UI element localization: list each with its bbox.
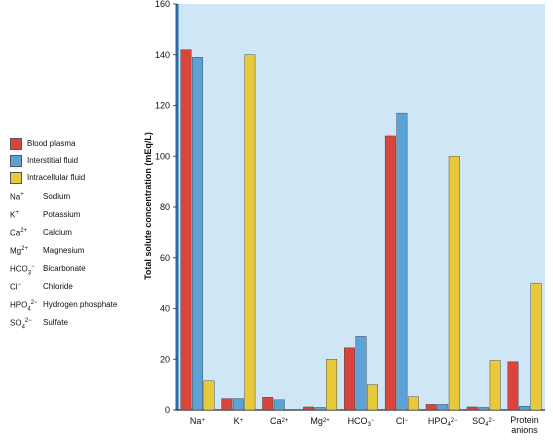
key-name: Bicarbonate [43, 264, 86, 273]
legend-item-intracellular-fluid: Intracellular fluid [10, 169, 135, 186]
key-row: Mg2+ Magnesium [10, 246, 128, 264]
bar-interstitial-fluid [437, 404, 449, 411]
key-row: K+ Potassium [10, 210, 128, 228]
bar-intracellular-fluid [530, 282, 542, 411]
bar-interstitial-fluid [314, 407, 326, 411]
bar-interstitial-fluid [232, 398, 244, 411]
bar-blood-plasma [384, 135, 396, 411]
x-tick-label: Mg2+ [310, 416, 330, 426]
legend-label: Blood plasma [27, 139, 76, 148]
bar-interstitial-fluid [396, 112, 408, 411]
y-tick-label: 120 [155, 101, 170, 111]
key-symbol: Na+ [10, 192, 24, 202]
bar-interstitial-fluid [355, 336, 367, 411]
y-tick-label: 0 [165, 405, 170, 415]
key-symbol: Cl− [10, 282, 22, 292]
key-symbol: SO42− [10, 318, 32, 331]
x-tick-label: SO42− [472, 416, 496, 428]
y-tick-label: 60 [160, 253, 170, 263]
y-tick-label: 40 [160, 304, 170, 314]
bar-intracellular-fluid [448, 156, 460, 411]
bar-blood-plasma [344, 347, 355, 411]
legend-label: Intracellular fluid [27, 173, 86, 182]
x-tick-label: anions [511, 425, 538, 435]
bar-intracellular-fluid [244, 54, 256, 411]
abbreviation-key: Na+ Sodium K+ Potassium Ca2+ Calcium Mg2+ Magne… [10, 192, 128, 336]
bar-intracellular-fluid [203, 380, 215, 411]
key-row: Ca2+ Calcium [10, 228, 128, 246]
bar-blood-plasma [425, 404, 437, 411]
bar-interstitial-fluid [519, 405, 531, 411]
legend-item-blood-plasma: Blood plasma [10, 135, 135, 152]
bar-intracellular-fluid [367, 384, 378, 411]
bar-interstitial-fluid [273, 399, 285, 411]
y-tick-label: 20 [160, 354, 170, 364]
key-name: Magnesium [43, 246, 85, 255]
swatch-blood-plasma [10, 137, 22, 150]
x-tick-label: Protein [510, 415, 539, 425]
swatch-interstitial-fluid [10, 154, 22, 167]
x-tick-label: HCO3− [348, 416, 375, 428]
key-name: Hydrogen phosphate [43, 300, 118, 309]
key-name: Sodium [43, 192, 71, 201]
key-name: Sulfate [43, 318, 68, 327]
x-tick-label: K+ [234, 416, 244, 426]
bar-interstitial-fluid [191, 57, 203, 411]
key-symbol: K+ [10, 210, 19, 220]
bar-blood-plasma [466, 406, 478, 411]
legend-label: Interstitial fluid [27, 156, 79, 165]
y-tick-label: 140 [155, 50, 170, 60]
key-name: Potassium [43, 210, 81, 219]
key-name: Chloride [43, 282, 73, 291]
key-row: HCO3− Bicarbonate [10, 264, 128, 282]
y-tick-label: 80 [160, 202, 170, 212]
bar-intracellular-fluid [489, 360, 501, 411]
x-tick-label: HPO42− [428, 416, 458, 428]
swatch-intracellular-fluid [10, 171, 22, 184]
key-name: Calcium [43, 228, 72, 237]
x-tick-label: Cl− [396, 416, 409, 426]
key-symbol: Mg2+ [10, 246, 28, 256]
y-tick-label: 100 [155, 151, 170, 161]
x-tick-label: Ca2+ [270, 416, 289, 426]
bar-blood-plasma [303, 406, 315, 411]
key-symbol: Ca2+ [10, 228, 28, 238]
key-symbol: HPO42− [10, 300, 38, 313]
x-tick-label: Na+ [190, 416, 206, 426]
legend: Blood plasma Interstitial fluid Intracel… [10, 135, 135, 186]
key-row: Na+ Sodium [10, 192, 128, 210]
legend-item-interstitial-fluid: Interstitial fluid [10, 152, 135, 169]
bar-interstitial-fluid [478, 407, 490, 411]
bar-blood-plasma [180, 49, 192, 411]
bar-intracellular-fluid [326, 359, 338, 411]
key-symbol: HCO3− [10, 264, 35, 277]
y-axis-title: Total solute concentration (mEq/L) [143, 132, 153, 280]
key-row: Cl− Chloride [10, 282, 128, 300]
key-row: HPO42− Hydrogen phosphate [10, 300, 128, 318]
key-row: SO42− Sulfate [10, 318, 128, 336]
bar-blood-plasma [507, 361, 519, 411]
bar-intracellular-fluid [407, 396, 419, 411]
bar-blood-plasma [221, 398, 233, 411]
y-tick-label: 160 [155, 0, 170, 9]
bar-blood-plasma [262, 397, 274, 411]
